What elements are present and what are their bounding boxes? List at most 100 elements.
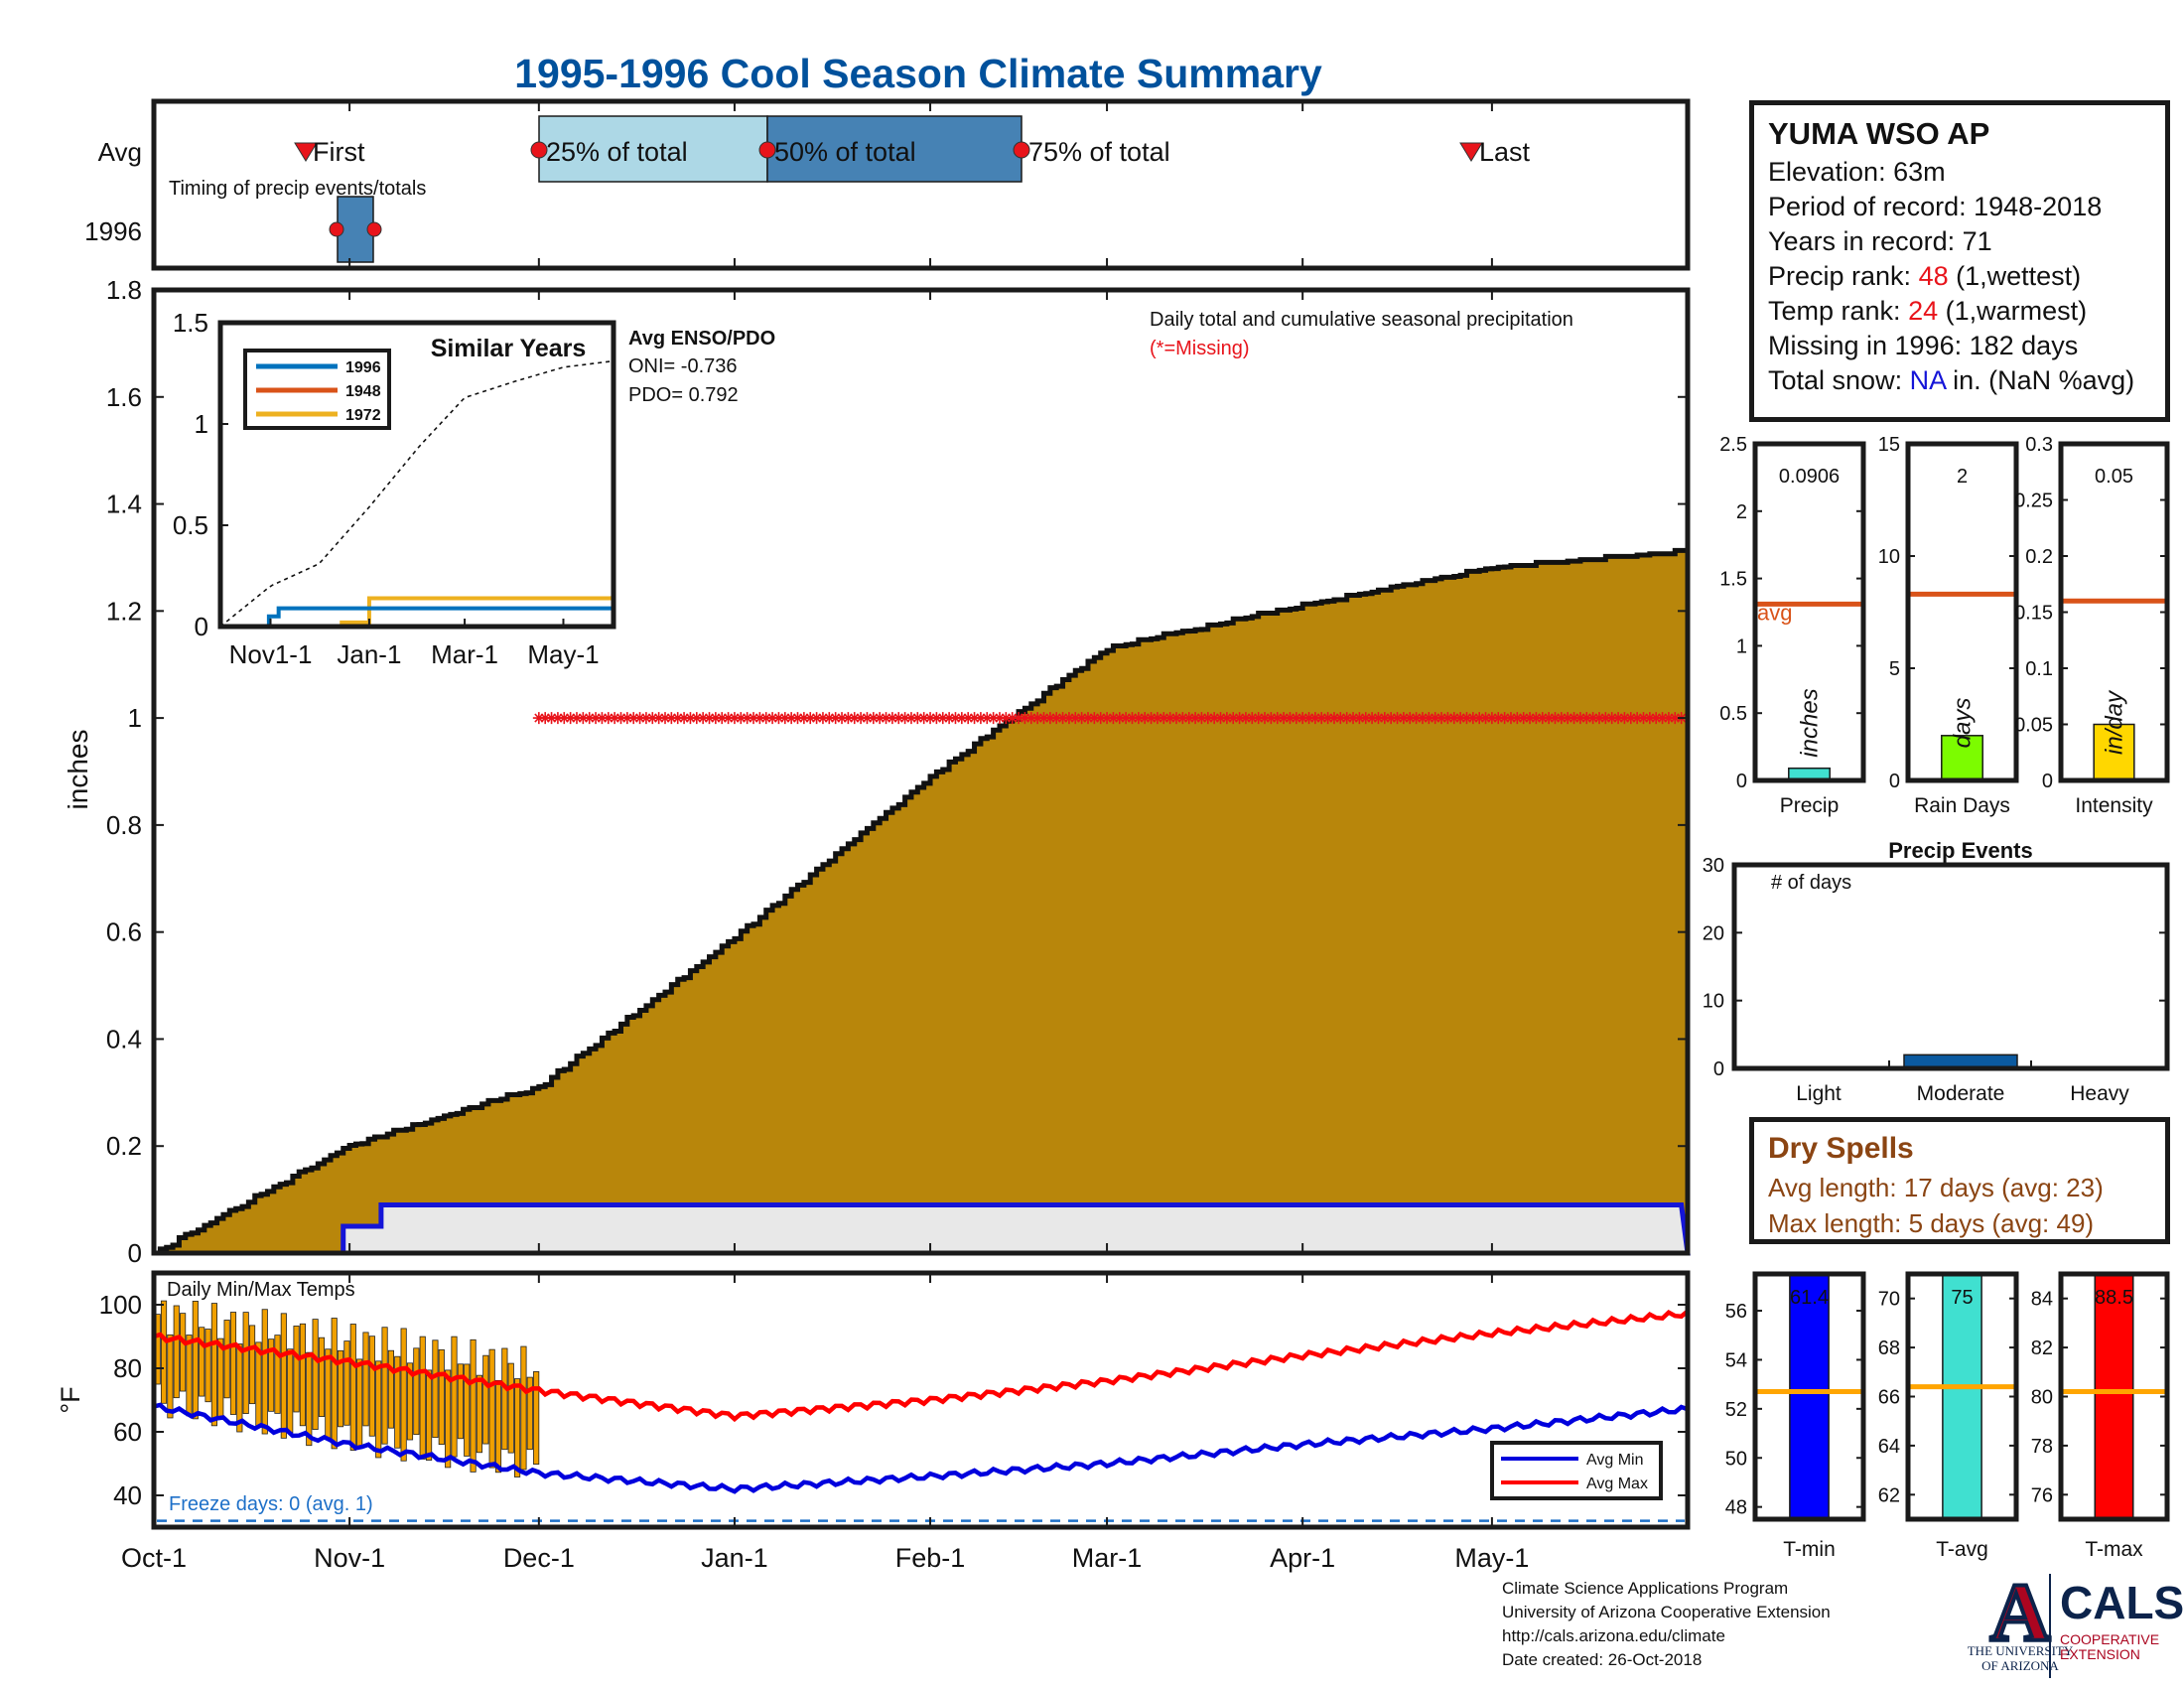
missing-marker [842, 712, 855, 725]
daily-temp-bar [520, 1345, 527, 1471]
tavg-value: 75 [1951, 1287, 1973, 1309]
month-label: May-1 [1454, 1543, 1529, 1573]
legend-max-label: Avg Max [1586, 1476, 1648, 1492]
temp-ytick-label: 60 [113, 1417, 142, 1447]
daily-temp-bar [406, 1362, 414, 1441]
daily-temp-bar [318, 1336, 326, 1417]
inset-xtick-label: Nov1-1 [229, 639, 313, 669]
missing-marker [716, 712, 729, 725]
missing-marker [936, 712, 949, 725]
ua-logo: A THE UNIVERSITY OF ARIZONA [1968, 1565, 2074, 1678]
cals-word: CALS [2060, 1577, 2184, 1628]
timing-row-1996: 1996 [84, 216, 142, 246]
season-cumulative-area [154, 1202, 1691, 1256]
missing-marker [816, 712, 829, 725]
missing-marker [778, 712, 791, 725]
missing-marker [609, 712, 621, 725]
summary-bar-rain_days: 0 5 10 15 2 Rain Days days [1878, 434, 2019, 817]
missing-marker [829, 712, 842, 725]
missing-marker [968, 712, 981, 725]
missing-marker [924, 712, 937, 725]
inset-axes [217, 320, 616, 630]
station-name: YUMA WSO AP [1768, 116, 1990, 151]
missing-marker [797, 712, 810, 725]
daily-temp-bar [494, 1379, 502, 1474]
precip-ytick-label: 0 [1736, 771, 1747, 792]
missing-marker [1599, 712, 1612, 725]
cals-line1: COOPERATIVE [2060, 1631, 2159, 1647]
temp-axes [151, 1270, 1691, 1530]
missing-marker [1126, 712, 1139, 725]
month-label: Nov-1 [314, 1543, 385, 1573]
missing-marker [590, 712, 603, 725]
month-label: Apr-1 [1270, 1543, 1335, 1573]
tmax-ytick-label: 82 [2031, 1337, 2053, 1359]
footer-line3[interactable]: http://cals.arizona.edu/climate [1502, 1626, 1725, 1645]
intensity-label: Intensity [2075, 794, 2153, 817]
rain_days-bar [1941, 735, 1983, 781]
missing-marker [614, 712, 627, 725]
missing-marker [1353, 712, 1366, 725]
tmin-value: 61.4 [1790, 1287, 1829, 1309]
missing-marker [684, 712, 697, 725]
missing-marker [1132, 712, 1145, 725]
missing-marker [564, 712, 577, 725]
missing-marker [1562, 712, 1574, 725]
similar-years-inset: 0 0.5 1 1.5 Nov1-1 Jan-1 Mar-1 May-1 Similar Ye… [173, 308, 775, 669]
footer-line2: University of Arizona Cooperative Extens… [1502, 1603, 1831, 1621]
missing-marker [810, 712, 823, 725]
tmin-ytick-label: 56 [1725, 1301, 1747, 1323]
missing-marker [539, 712, 552, 725]
missing-marker [1473, 712, 1486, 725]
missing-marker [722, 712, 735, 725]
daily-temp-bar [280, 1313, 287, 1439]
missing-marker [1366, 712, 1379, 725]
missing-marker [1372, 712, 1385, 725]
events-cat-moderate: Moderate [1917, 1082, 2005, 1105]
missing-marker [1302, 712, 1315, 725]
missing-marker [1669, 712, 1682, 725]
missing-marker [1460, 712, 1473, 725]
daily-temp-bar [425, 1369, 433, 1461]
inset-ytick-label: 1 [195, 409, 208, 439]
tmax-value: 88.5 [2095, 1287, 2133, 1309]
missing-marker [1297, 712, 1309, 725]
missing-marker [993, 712, 1006, 725]
intensity-ytick-label: 0.2 [2025, 546, 2053, 568]
missing-marker [1498, 712, 1511, 725]
tmax-bar [2094, 1273, 2134, 1520]
daily-temp-bar [180, 1313, 187, 1392]
missing-marker [620, 712, 633, 725]
missing-marker [1013, 712, 1025, 725]
daily-temp-bar [293, 1326, 300, 1413]
precip-ytick-label: 1 [128, 703, 142, 733]
missing-marker [1391, 712, 1404, 725]
intensity-bar [2093, 723, 2135, 781]
inset-xtick-label: Mar-1 [431, 639, 498, 669]
summary-bar-precip: 0 0.5 1 1.5 2 2.5 0.0906 Precip inches avg [1719, 434, 1866, 817]
events-axes [1731, 862, 2170, 1071]
rain_days-label: Rain Days [1914, 794, 2010, 817]
missing-marker [1189, 712, 1202, 725]
missing-marker [1069, 712, 1082, 725]
events-ytick-label: 20 [1703, 922, 1724, 944]
temp-rank-value: 24 [1908, 296, 1939, 326]
missing-marker [917, 712, 930, 725]
daily-temp-bar [413, 1347, 420, 1436]
rain_days-ytick-label: 5 [1889, 658, 1900, 680]
first-marker [294, 142, 318, 162]
missing-marker [1208, 712, 1221, 725]
missing-marker [1592, 712, 1605, 725]
missing-marker [1624, 712, 1637, 725]
missing-marker [671, 712, 684, 725]
missing-marker [1485, 712, 1498, 725]
missing-marker [1201, 712, 1214, 725]
tavg-ytick-label: 66 [1878, 1387, 1900, 1409]
missing-marker [646, 712, 659, 725]
p25-marker [530, 141, 548, 159]
events-title: Precip Events [1888, 838, 2033, 863]
inset-ytick-label: 0 [195, 612, 208, 641]
precip-panel: 0 0.2 0.4 0.6 0.8 1 1.2 1.4 1.6 1.8 inches Daily … [63, 275, 1691, 1268]
timing-q2-box [766, 115, 1023, 183]
temp-rank-label: Temp rank: [1768, 296, 1909, 326]
